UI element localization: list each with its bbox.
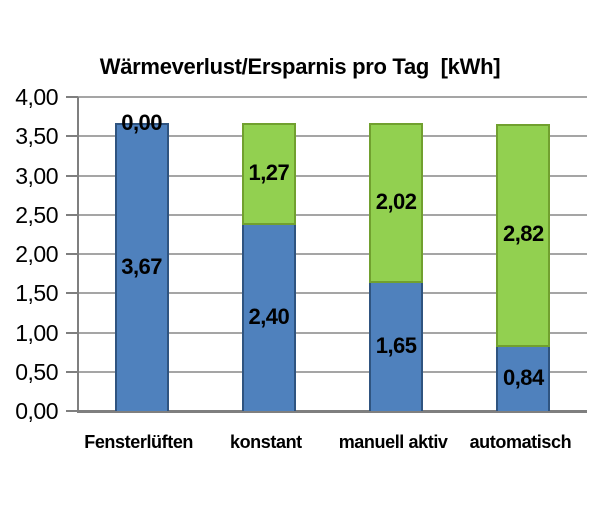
- value-label-green: 2,82: [502, 221, 544, 247]
- y-axis-tick-label: 3,00: [15, 162, 58, 189]
- y-axis-tick: [66, 96, 78, 98]
- y-axis-tick-label: 3,50: [15, 123, 58, 150]
- value-label-blue: 0,84: [502, 365, 544, 391]
- gridline: [78, 253, 587, 255]
- y-axis-tick: [66, 292, 78, 295]
- x-axis-category-label: automatisch: [469, 432, 572, 452]
- gridline: [78, 174, 587, 177]
- value-label-blue: 1,65: [375, 333, 417, 359]
- value-label-blue: 2,40: [248, 303, 290, 329]
- y-axis-tick-label: 0,00: [15, 398, 58, 424]
- y-axis-tick-label: 2,50: [15, 201, 58, 228]
- x-axis-line: [78, 410, 587, 413]
- x-axis-category-label: konstant: [229, 432, 302, 452]
- bar-segment-blue: [496, 345, 551, 411]
- y-axis-tick-label: 0,50: [15, 358, 58, 385]
- y-axis-tick: [66, 410, 78, 412]
- y-axis-tick: [66, 213, 78, 216]
- y-axis-tick-label: 4,00: [15, 84, 58, 110]
- chart-title: Wärmeverlust/Ersparnis pro Tag [kWh]: [99, 54, 501, 79]
- value-label-blue: 3,67: [121, 253, 163, 279]
- gridline: [78, 370, 587, 373]
- y-axis-tick: [66, 331, 78, 334]
- value-label-green: 0,00: [121, 109, 163, 135]
- x-axis-category-label: Fensterlüften: [84, 432, 194, 452]
- y-axis-tick-label: 2,00: [15, 241, 58, 267]
- y-axis-tick: [66, 135, 78, 138]
- x-axis-category-label: manuell aktiv: [338, 432, 448, 452]
- bar-segment-blue: [241, 222, 296, 411]
- gridline: [78, 135, 587, 138]
- y-axis-tick: [66, 174, 78, 177]
- gridline: [78, 96, 587, 98]
- y-axis-tick-label: 1,00: [15, 319, 58, 346]
- gridline: [78, 213, 587, 216]
- bar-segment-blue: [369, 281, 424, 411]
- y-axis-tick-label: 1,50: [15, 280, 58, 307]
- bar-segment-green: [369, 122, 424, 284]
- bar-segment-green: [241, 122, 296, 225]
- y-axis-tick: [66, 253, 78, 255]
- gridline: [78, 331, 587, 334]
- bar-segment-blue: [114, 122, 169, 411]
- value-label-green: 1,27: [248, 159, 290, 185]
- y-axis-line: [77, 97, 79, 413]
- gridline: [78, 292, 587, 295]
- y-axis-tick: [66, 370, 78, 373]
- bar-segment-green: [496, 123, 551, 348]
- value-label-green: 2,02: [375, 189, 417, 215]
